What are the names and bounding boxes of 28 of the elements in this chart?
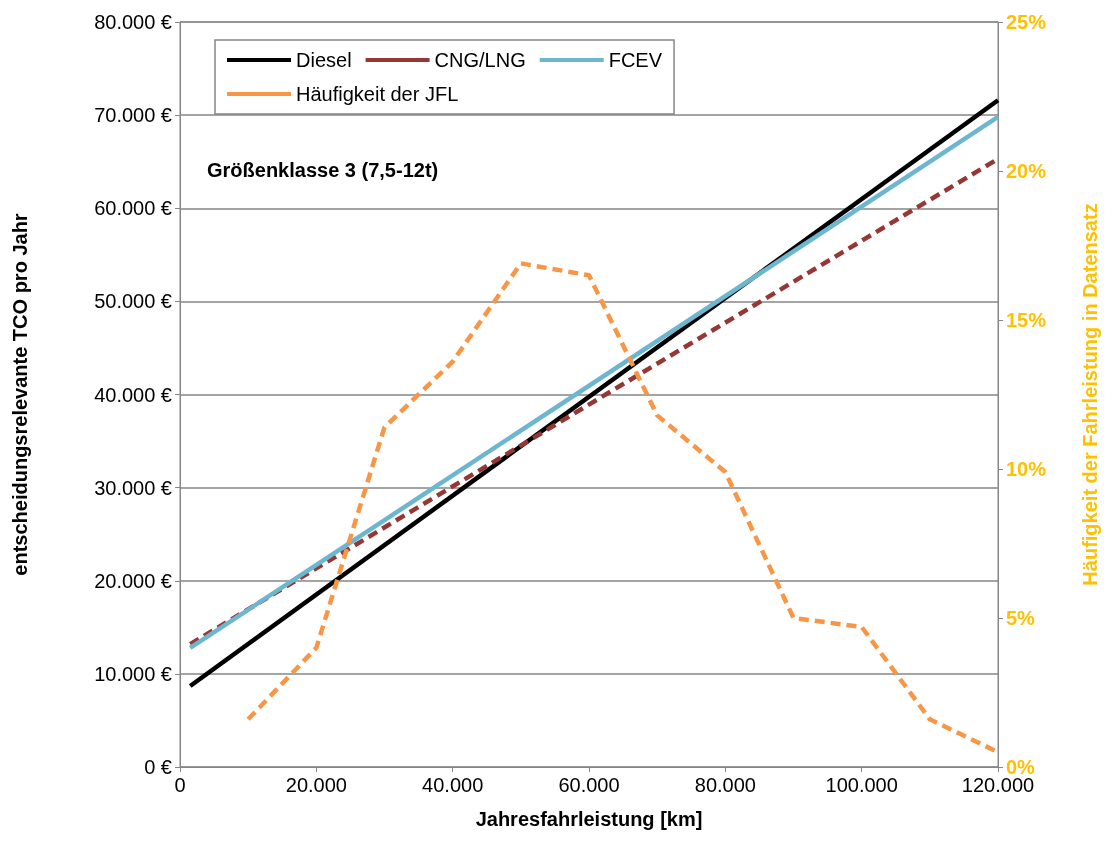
x-tick-label: 60.000 bbox=[558, 774, 620, 796]
x-tick-label: 100.000 bbox=[825, 774, 898, 796]
x-tick-label: 40.000 bbox=[422, 774, 484, 796]
y2-tick-label: 20% bbox=[1006, 160, 1047, 182]
y2-axis-title: Häufigkeit der Fahrleistung in Datensatz bbox=[1079, 203, 1101, 586]
y-tick-label: 70.000 € bbox=[94, 104, 172, 127]
y-tick-label: 20.000 € bbox=[94, 569, 172, 592]
y-tick-label: 50.000 € bbox=[94, 290, 172, 313]
y2-tick-label: 10% bbox=[1006, 458, 1047, 480]
y-tick-label: 30.000 € bbox=[94, 476, 172, 499]
legend-label: Diesel bbox=[296, 49, 352, 71]
x-axis-title: Jahresfahrleistung [km] bbox=[475, 808, 703, 830]
y-tick-label: 60.000 € bbox=[94, 197, 172, 220]
legend-label: CNG/LNG bbox=[434, 49, 526, 71]
y-tick-label: 10.000 € bbox=[94, 662, 172, 685]
y2-tick-label: 15% bbox=[1006, 309, 1047, 331]
x-tick-label: 80.000 bbox=[694, 774, 756, 796]
y2-tick-label: 25% bbox=[1006, 11, 1047, 33]
x-tick-label: 20.000 bbox=[285, 774, 347, 796]
y-tick-label: 40.000 € bbox=[94, 383, 172, 406]
legend-label: Häufigkeit der JFL bbox=[296, 83, 459, 105]
annotation: Größenklasse 3 (7,5-12t) bbox=[207, 159, 439, 181]
y2-tick-label: 5% bbox=[1006, 607, 1036, 629]
y-tick-label: 80.000 € bbox=[94, 11, 172, 33]
x-tick-label: 0 bbox=[174, 774, 186, 796]
y-axis-title: entscheidungsrelevante TCO pro Jahr bbox=[9, 213, 31, 576]
legend-label: FCEV bbox=[608, 49, 663, 71]
y-tick-label: 0 € bbox=[144, 756, 172, 778]
